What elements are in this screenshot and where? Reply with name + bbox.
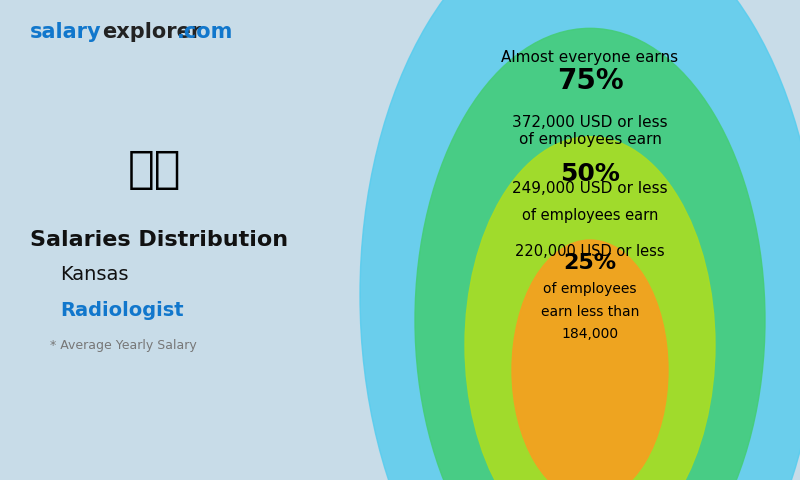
Text: 184,000: 184,000 [562,326,618,341]
Text: of employees earn: of employees earn [518,132,662,147]
Text: earn less than: earn less than [541,304,639,319]
Text: .com: .com [177,22,234,42]
Text: of employees: of employees [543,282,637,296]
Text: salary: salary [30,22,102,42]
Text: 220,000 USD or less: 220,000 USD or less [515,244,665,259]
Text: explorer: explorer [102,22,202,42]
Ellipse shape [465,137,715,480]
Text: 75%: 75% [557,67,623,95]
Text: Radiologist: Radiologist [60,300,184,320]
Text: 🇺🇸: 🇺🇸 [128,148,182,192]
Text: Salaries Distribution: Salaries Distribution [30,230,288,250]
Ellipse shape [360,0,800,480]
Text: 249,000 USD or less: 249,000 USD or less [512,181,668,196]
Text: 50%: 50% [560,162,620,186]
Ellipse shape [512,240,668,480]
Text: 372,000 USD or less: 372,000 USD or less [512,115,668,130]
Ellipse shape [415,28,765,480]
Text: Kansas: Kansas [60,265,129,285]
Text: 25%: 25% [563,253,617,274]
Text: Almost everyone earns: Almost everyone earns [502,50,678,65]
Text: of employees earn: of employees earn [522,208,658,223]
Text: * Average Yearly Salary: * Average Yearly Salary [50,338,197,351]
